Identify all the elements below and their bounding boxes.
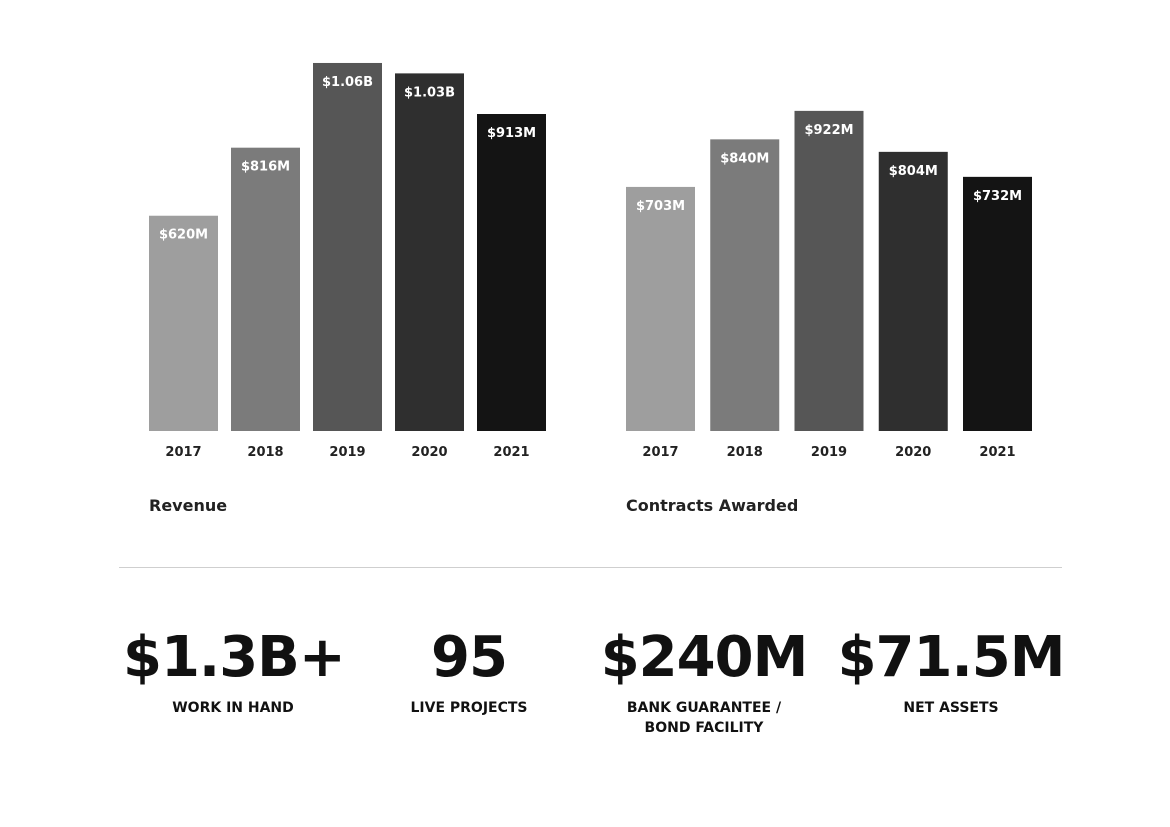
x-tick-label: 2021 [979,445,1015,460]
charts-area: $620M 2017 $816M 2018 $1.06B 2019 $1.03B 2020 $9… [149,62,1032,460]
data-label: $1.06B [322,75,373,90]
section-divider [119,567,1062,568]
data-label: $922M [804,123,853,138]
data-label: $732M [973,189,1022,204]
x-tick-label: 2021 [493,445,529,460]
x-tick-label: 2020 [411,445,447,460]
contracts-chart-title: Contracts Awarded [626,496,799,515]
stat-label: BANK GUARANTEE / BOND FACILITY [626,700,782,736]
bar-2020 [878,151,948,431]
x-tick-label: 2018 [727,445,763,460]
stat-net-assets: $71.5M NET ASSETS [836,622,1066,718]
bar-2019 [794,110,864,432]
bar-2017 [149,215,218,431]
stat-value: $1.3B+ [123,625,346,690]
bar-2021 [477,114,546,431]
stat-label: WORK IN HAND [172,700,294,716]
bar-2019 [313,62,382,432]
x-tick-label: 2020 [895,445,931,460]
data-label: $913M [487,126,536,141]
stat-work-in-hand: $1.3B+ WORK IN HAND [123,622,346,718]
data-label: $620M [159,228,208,243]
stat-label: LIVE PROJECTS [410,700,528,716]
data-label: $840M [720,151,769,166]
x-tick-label: 2019 [811,445,847,460]
x-tick-label: 2017 [642,445,678,460]
x-tick-label: 2019 [329,445,365,460]
bar-2018 [231,147,300,431]
data-label: $804M [889,164,938,179]
data-label: $703M [636,199,685,214]
bar-2020 [395,73,464,431]
bar-2017 [626,186,695,431]
stat-bank-guarantee: $240M BANK GUARANTEE / BOND FACILITY [594,622,814,738]
data-label: $816M [241,160,290,175]
x-tick-label: 2017 [165,445,201,460]
stat-live-projects: 95 LIVE PROJECTS [379,622,559,718]
stat-value: $71.5M [837,625,1066,690]
revenue-chart-title: Revenue [149,496,228,515]
x-tick-label: 2018 [247,445,283,460]
stat-value: 95 [431,625,508,690]
bar-2021 [963,176,1032,431]
stat-value: $240M [600,625,809,690]
stat-label: NET ASSETS [903,700,999,716]
data-label: $1.03B [404,85,455,100]
bar-2018 [710,139,780,432]
